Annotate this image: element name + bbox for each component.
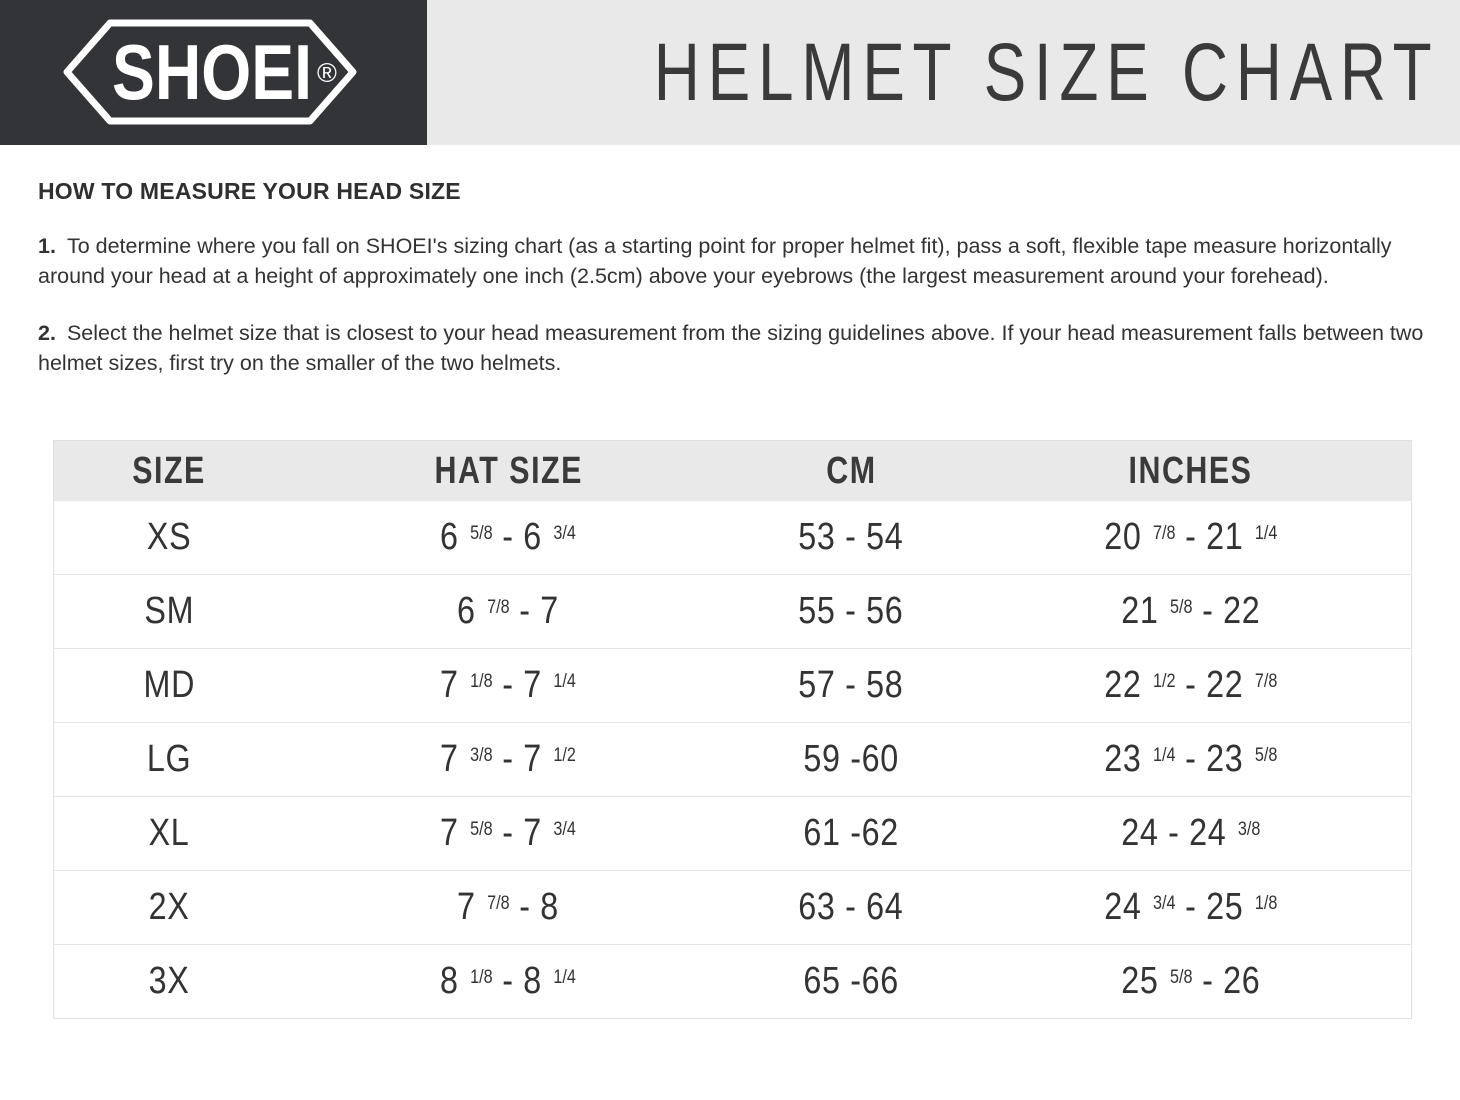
cell-cm: 57 - 58: [798, 664, 904, 706]
cell-cm: 55 - 56: [798, 590, 904, 632]
size-table: SIZE HAT SIZE CM INCHES XS 6 5/8 - 6 3/4 5…: [53, 440, 1412, 1019]
logo-hexagon-shape: [63, 19, 357, 125]
cell-cm: 65 -66: [803, 960, 900, 1002]
instructions-section: HOW TO MEASURE YOUR HEAD SIZE 1. To deter…: [0, 145, 1460, 378]
cell-hat-size: 8 1/8 - 8 1/4: [440, 960, 577, 1002]
table-row: XL 7 5/8 - 7 3/4 61 -62 24 - 24 3/8: [53, 797, 1412, 871]
size-table-body: XS 6 5/8 - 6 3/4 53 - 54 20 7/8 - 21 1/4 SM 6…: [53, 501, 1412, 1019]
cell-size: LG: [146, 738, 192, 780]
cell-cm: 53 - 54: [798, 516, 904, 558]
cell-inches: 20 7/8 - 21 1/4: [1104, 516, 1278, 558]
step-2: 2. Select the helmet size that is closest…: [38, 318, 1424, 378]
cell-hat-size: 6 5/8 - 6 3/4: [440, 516, 577, 558]
table-row: LG 7 3/8 - 7 1/2 59 -60 23 1/4 - 23 5/8: [53, 723, 1412, 797]
cell-cm: 63 - 64: [798, 886, 904, 928]
cell-size: 3X: [148, 960, 190, 1002]
cell-cm: 59 -60: [803, 738, 900, 780]
step-2-number: 2.: [38, 321, 56, 345]
step-1-number: 1.: [38, 234, 56, 258]
table-row: 2X 7 7/8 - 8 63 - 64 24 3/4 - 25 1/8: [53, 871, 1412, 945]
top-banner: SHOEI ® HELMET SIZE CHART: [0, 0, 1460, 145]
cell-inches: 22 1/2 - 22 7/8: [1104, 664, 1278, 706]
cell-hat-size: 7 1/8 - 7 1/4: [440, 664, 577, 706]
cell-hat-size: 6 7/8 - 7: [457, 590, 560, 632]
cell-cm: 61 -62: [803, 812, 900, 854]
cell-inches: 25 5/8 - 26: [1121, 960, 1261, 1002]
cell-hat-size: 7 3/8 - 7 1/2: [440, 738, 577, 780]
cell-size: XL: [148, 812, 190, 854]
cell-size: MD: [143, 664, 195, 706]
cell-inches: 24 3/4 - 25 1/8: [1104, 886, 1278, 928]
step-1-text: To determine where you fall on SHOEI's s…: [38, 234, 1392, 288]
table-row: SM 6 7/8 - 7 55 - 56 21 5/8 - 22: [53, 575, 1412, 649]
cell-inches: 21 5/8 - 22: [1121, 590, 1261, 632]
cell-hat-size: 7 7/8 - 8: [457, 886, 560, 928]
header-row: SIZE HAT SIZE CM INCHES: [53, 440, 1412, 501]
cell-size: SM: [144, 590, 195, 632]
brand-box: SHOEI ®: [0, 0, 427, 145]
cell-inches: 23 1/4 - 23 5/8: [1104, 738, 1278, 780]
brand-wordmark: SHOEI: [112, 28, 312, 116]
shoei-logo: SHOEI ®: [63, 19, 357, 125]
section-heading: HOW TO MEASURE YOUR HEAD SIZE: [38, 178, 461, 204]
cell-hat-size: 7 5/8 - 7 3/4: [440, 812, 577, 854]
column-header-size: SIZE: [53, 440, 285, 501]
table-row: MD 7 1/8 - 7 1/4 57 - 58 22 1/2 - 22 7/8: [53, 649, 1412, 723]
cell-inches: 24 - 24 3/8: [1121, 812, 1261, 854]
column-header-inches: INCHES: [970, 440, 1412, 501]
cell-size: 2X: [148, 886, 190, 928]
step-1: 1. To determine where you fall on SHOEI's…: [38, 231, 1424, 291]
registered-trademark-icon: ®: [317, 58, 337, 88]
title-band: HELMET SIZE CHART: [427, 0, 1460, 145]
table-row: 3X 8 1/8 - 8 1/4 65 -66 25 5/8 - 26: [54, 945, 1412, 1019]
step-2-text: Select the helmet size that is closest t…: [38, 321, 1424, 375]
column-header-cm: CM: [732, 440, 971, 501]
column-header-hat-size: HAT SIZE: [284, 440, 733, 501]
table-row: XS 6 5/8 - 6 3/4 53 - 54 20 7/8 - 21 1/4: [53, 501, 1412, 575]
page-title: HELMET SIZE CHART: [653, 26, 1440, 118]
size-table-header: SIZE HAT SIZE CM INCHES: [53, 440, 1412, 501]
cell-size: XS: [146, 516, 192, 558]
